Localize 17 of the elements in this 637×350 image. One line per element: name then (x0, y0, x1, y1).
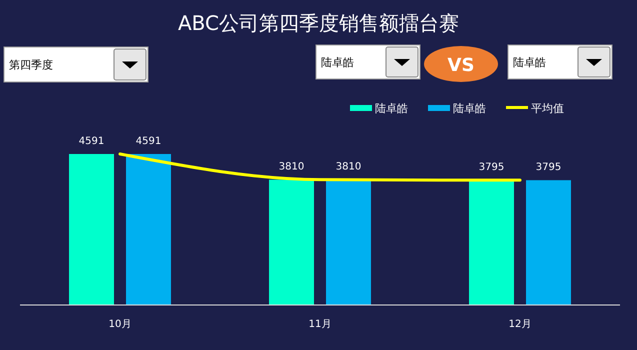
x-tick-label: 12月 (508, 319, 532, 330)
data-label: 3810 (336, 162, 362, 173)
text: 陆卓皓 (321, 56, 354, 69)
legend-label: 平均值 (531, 102, 564, 115)
legend-label: 陆卓皓 (453, 102, 486, 115)
chart-title: ABC公司第四季度销售额擂台赛 (178, 11, 460, 35)
text: 陆卓皓 (513, 56, 546, 69)
text: 第四季度 (9, 58, 53, 72)
x-tick-label: 11月 (308, 319, 332, 330)
legend-label: 陆卓皓 (375, 102, 408, 115)
text: VS (448, 55, 474, 76)
data-label: 3810 (278, 162, 304, 173)
data-label: 3795 (536, 162, 562, 174)
data-label: 4591 (78, 136, 104, 147)
data-label: 4591 (136, 136, 162, 147)
data-label: 3795 (478, 162, 504, 174)
x-tick-label: 10月 (108, 319, 132, 330)
